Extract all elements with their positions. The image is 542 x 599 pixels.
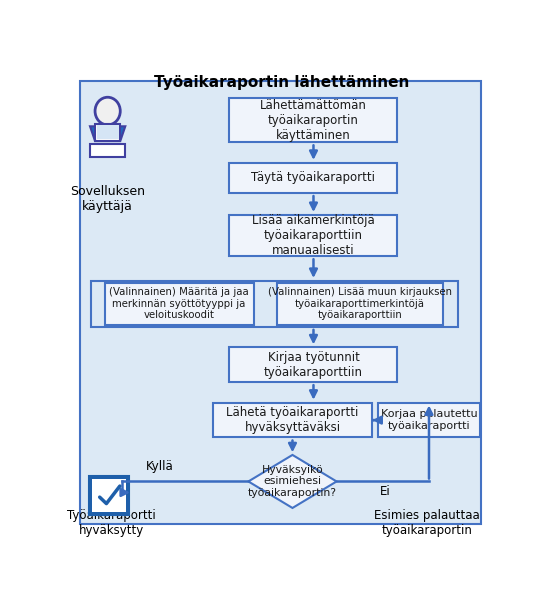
FancyBboxPatch shape: [92, 479, 126, 512]
Text: Ei: Ei: [379, 485, 390, 498]
FancyBboxPatch shape: [277, 283, 443, 325]
FancyBboxPatch shape: [378, 403, 480, 437]
Polygon shape: [90, 126, 125, 141]
Text: Kyllä: Kyllä: [146, 460, 174, 473]
FancyBboxPatch shape: [96, 125, 119, 139]
Text: Työaikaraportin lähettäminen: Työaikaraportin lähettäminen: [154, 75, 410, 90]
FancyBboxPatch shape: [91, 144, 125, 157]
Text: Kirjaa työtunnit
työaikaraporttiin: Kirjaa työtunnit työaikaraporttiin: [264, 351, 363, 379]
FancyBboxPatch shape: [229, 98, 397, 142]
Text: Korjaa palautettu
työaikaraportti: Korjaa palautettu työaikaraportti: [380, 409, 478, 431]
FancyBboxPatch shape: [229, 163, 397, 193]
FancyBboxPatch shape: [105, 283, 254, 325]
Polygon shape: [248, 455, 337, 508]
FancyBboxPatch shape: [80, 81, 481, 524]
FancyBboxPatch shape: [229, 347, 397, 382]
Text: Lisää aikamerkintöjä
työaikaraporttiin
manuaalisesti: Lisää aikamerkintöjä työaikaraporttiin m…: [252, 214, 375, 257]
Text: Lähetä työaikaraportti
hyväksyttäväksi: Lähetä työaikaraportti hyväksyttäväksi: [227, 406, 359, 434]
Text: Työaikaraportti
hyväksytty: Työaikaraportti hyväksytty: [68, 509, 156, 537]
Text: Lähettämättömän
työaikaraportin
käyttäminen: Lähettämättömän työaikaraportin käyttämi…: [260, 99, 367, 142]
FancyBboxPatch shape: [212, 403, 372, 437]
FancyBboxPatch shape: [229, 215, 397, 256]
FancyBboxPatch shape: [95, 123, 120, 141]
Text: Täytä työaikaraportti: Täytä työaikaraportti: [251, 171, 376, 184]
Text: Esimies palauttaa
työaikaraportin: Esimies palauttaa työaikaraportin: [374, 509, 480, 537]
Circle shape: [95, 97, 120, 125]
Text: Hyväksyikö
esimiehesi
työaikaraportin?: Hyväksyikö esimiehesi työaikaraportin?: [248, 465, 337, 498]
Text: (Valinnainen) Määritä ja jaa
merkinnän syöttötyyppi ja
veloituskoodit: (Valinnainen) Määritä ja jaa merkinnän s…: [109, 288, 249, 320]
Text: Sovelluksen
käyttäjä: Sovelluksen käyttäjä: [70, 185, 145, 213]
Text: (Valinnainen) Lisää muun kirjauksen
työaikaraporttimerkintöjä
työaikaraporttiin: (Valinnainen) Lisää muun kirjauksen työa…: [268, 288, 451, 320]
FancyBboxPatch shape: [89, 476, 129, 515]
FancyBboxPatch shape: [91, 281, 459, 327]
